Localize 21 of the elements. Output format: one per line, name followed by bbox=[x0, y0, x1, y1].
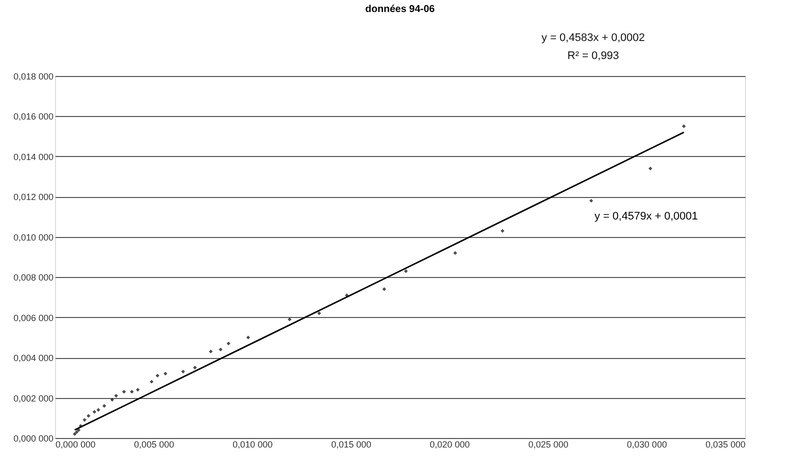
x-tick-label: 0,000 000 bbox=[56, 440, 96, 450]
x-tick-label: 0,005 000 bbox=[134, 440, 174, 450]
text: R² = 0,993 bbox=[567, 50, 620, 62]
x-tick-label: 0,010 000 bbox=[232, 440, 273, 450]
x-tick-label: 0,015 000 bbox=[331, 440, 372, 450]
x-tick-label: 0,035 000 bbox=[705, 440, 746, 450]
y-tick-label: 0,010 000 bbox=[13, 232, 54, 242]
y-tick-label: 0,002 000 bbox=[13, 393, 54, 404]
chart-title: données 94-06 bbox=[365, 4, 436, 15]
x-tick-label: 0,020 000 bbox=[430, 440, 470, 450]
y-tick-label: 0,016 000 bbox=[13, 112, 54, 122]
y-tick-label: 0,006 000 bbox=[13, 312, 54, 323]
text: y = 0,4579x + 0,0001 bbox=[594, 210, 698, 222]
y-tick-label: 0,004 000 bbox=[13, 353, 54, 364]
x-tick-label: 0,025 000 bbox=[528, 440, 568, 450]
y-tick-label: 0,008 000 bbox=[13, 272, 54, 283]
y-tick-label: 0,014 000 bbox=[13, 152, 54, 162]
y-tick-label: 0,018 000 bbox=[13, 72, 54, 82]
y-tick-label: 0,012 000 bbox=[13, 192, 54, 202]
text: y = 0,4583x + 0,0002 bbox=[542, 32, 645, 44]
x-tick-label: 0,030 000 bbox=[626, 440, 667, 450]
